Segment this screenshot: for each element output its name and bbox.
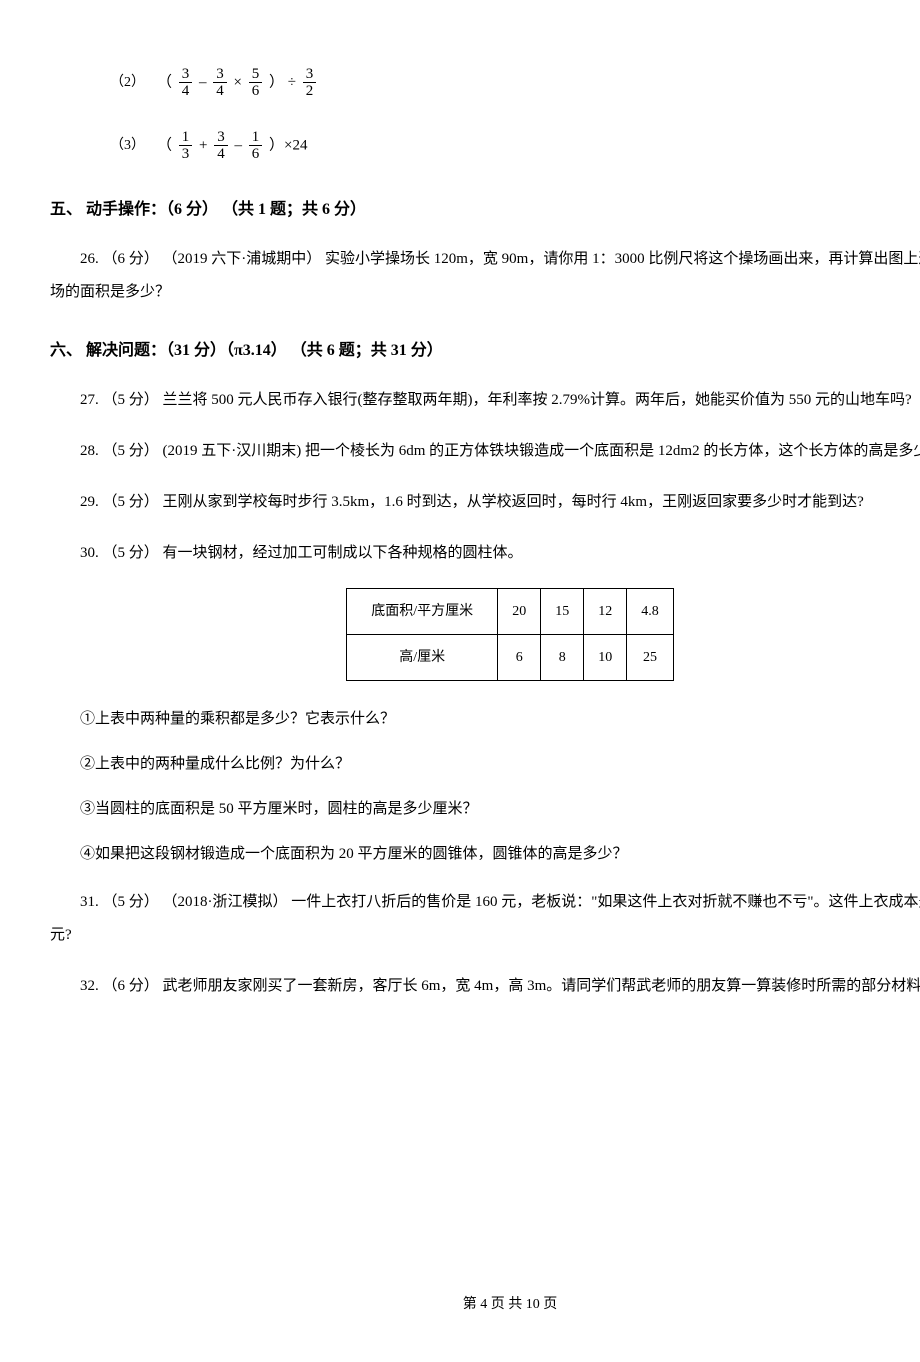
fraction-icon: 32	[303, 66, 317, 100]
question-27: 27. （5 分） 兰兰将 500 元人民币存入银行(整存整取两年期)，年利率按…	[50, 384, 920, 417]
equation-3: （3） （ 13 + 34 – 16 ）×24	[50, 123, 920, 168]
page-wrapper: （2） （ 34 – 34 × 56 ） ÷ 32 （3） （ 13 + 34 …	[50, 60, 920, 1362]
cell: 20	[498, 588, 541, 634]
eq3-label: （3）	[110, 133, 145, 158]
question-29: 29. （5 分） 王刚从家到学校每时步行 3.5km，1.6 时到达，从学校返…	[50, 486, 920, 519]
table-row: 高/厘米 6 8 10 25	[347, 634, 673, 680]
table-row: 底面积/平方厘米 20 15 12 4.8	[347, 588, 673, 634]
q30-sub2: ②上表中的两种量成什么比例？为什么？	[50, 751, 920, 778]
eq2-label: （2）	[110, 70, 145, 95]
question-30-intro: 30. （5 分） 有一块钢材，经过加工可制成以下各种规格的圆柱体。	[50, 537, 920, 570]
page-footer: 第 4 页 共 10 页	[50, 1292, 920, 1317]
eq3-tail: ）×24	[269, 137, 307, 153]
cell: 8	[541, 634, 584, 680]
section-5-heading: 五、 动手操作：（6 分） （共 1 题；共 6 分）	[50, 196, 920, 225]
q30-sub3: ③当圆柱的底面积是 50 平方厘米时，圆柱的高是多少厘米？	[50, 796, 920, 823]
fraction-icon: 34	[214, 129, 228, 163]
eq3-expr: （ 13 + 34 – 16 ）×24	[157, 129, 307, 163]
cell: 6	[498, 634, 541, 680]
cell: 25	[627, 634, 674, 680]
question-28: 28. （5 分） (2019 五下·汉川期末) 把一个棱长为 6dm 的正方体…	[50, 435, 920, 468]
question-32: 32. （6 分） 武老师朋友家刚买了一套新房，客厅长 6m，宽 4m，高 3m…	[50, 970, 920, 1003]
section-6-heading: 六、 解决问题：（31 分）（π3.14） （共 6 题；共 31 分）	[50, 337, 920, 366]
q30-table: 底面积/平方厘米 20 15 12 4.8 高/厘米 6 8 10 25	[346, 588, 673, 681]
row1-header: 底面积/平方厘米	[347, 588, 498, 634]
fraction-icon: 56	[249, 66, 263, 100]
row2-header: 高/厘米	[347, 634, 498, 680]
equation-2: （2） （ 34 – 34 × 56 ） ÷ 32	[50, 60, 920, 105]
question-31: 31. （5 分） （2018·浙江模拟） 一件上衣打八折后的售价是 160 元…	[50, 886, 920, 952]
q30-sub1: ①上表中两种量的乘积都是多少？它表示什么？	[50, 706, 920, 733]
fraction-icon: 34	[179, 66, 193, 100]
cell: 10	[584, 634, 627, 680]
fraction-icon: 13	[179, 129, 193, 163]
cell: 12	[584, 588, 627, 634]
cell: 15	[541, 588, 584, 634]
fraction-icon: 34	[213, 66, 227, 100]
eq2-expr: （ 34 – 34 × 56 ） ÷ 32	[157, 66, 319, 100]
fraction-icon: 16	[249, 129, 263, 163]
q30-sub4: ④如果把这段钢材锻造成一个底面积为 20 平方厘米的圆锥体，圆锥体的高是多少？	[50, 841, 920, 868]
question-26: 26. （6 分） （2019 六下·浦城期中） 实验小学操场长 120m，宽 …	[50, 243, 920, 309]
cell: 4.8	[627, 588, 674, 634]
